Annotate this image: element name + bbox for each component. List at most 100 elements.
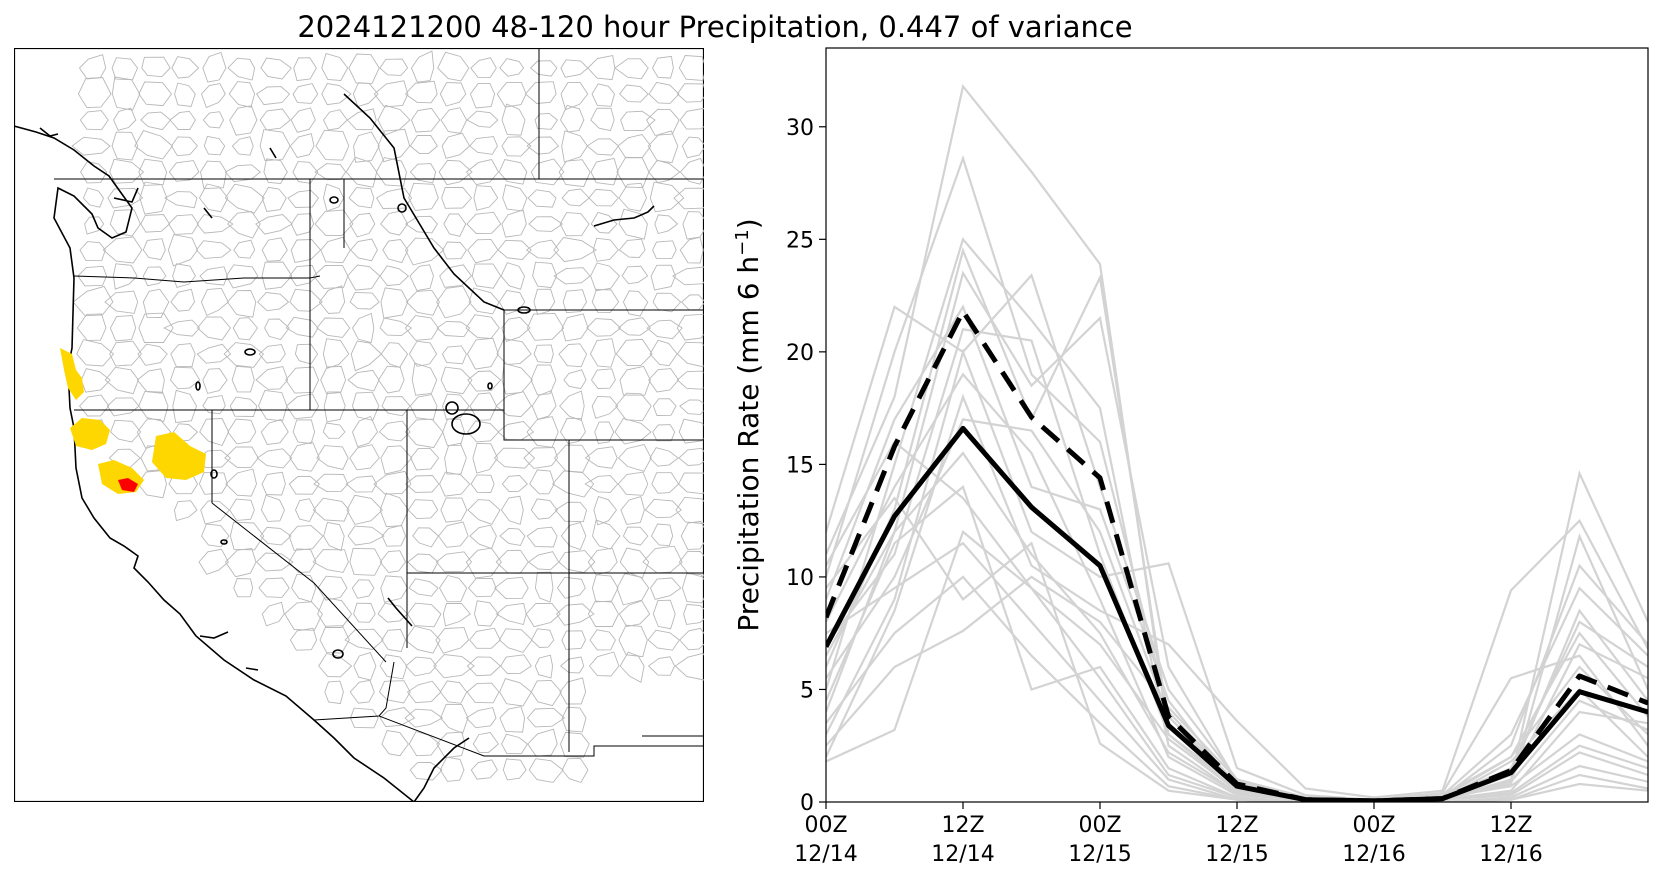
basin-outline bbox=[501, 209, 527, 238]
basin-outline bbox=[534, 112, 559, 130]
basin-outline bbox=[111, 57, 139, 81]
basin-outline bbox=[440, 497, 468, 523]
basin-outline bbox=[467, 577, 497, 598]
basin-outline bbox=[467, 238, 499, 264]
basin-outline bbox=[174, 500, 198, 522]
basin-outline bbox=[142, 288, 170, 318]
y-tick-label: 10 bbox=[786, 566, 814, 591]
basin-outline bbox=[198, 548, 229, 575]
basin-outline bbox=[469, 392, 498, 421]
basin-outline bbox=[348, 53, 380, 84]
basin-outline bbox=[406, 680, 442, 704]
x-tick-label-date: 12/15 bbox=[1205, 842, 1268, 867]
basin-outline bbox=[651, 55, 674, 79]
basin-outline bbox=[257, 389, 288, 422]
basin-outline bbox=[559, 417, 586, 445]
basin-outline bbox=[529, 469, 555, 495]
basin-outline bbox=[561, 188, 590, 207]
basin-outline bbox=[287, 189, 320, 208]
y-tick-label: 25 bbox=[786, 228, 814, 253]
basin-outline bbox=[377, 602, 409, 623]
basin-outline bbox=[382, 239, 409, 264]
basin-outline bbox=[679, 399, 709, 415]
basin-outline bbox=[560, 521, 587, 551]
dashed-mean-line bbox=[826, 308, 1648, 802]
basin-outline bbox=[321, 83, 352, 106]
basin-outline bbox=[465, 707, 497, 729]
basin-outline bbox=[380, 445, 413, 475]
basin-outline bbox=[439, 264, 472, 288]
basin-outline bbox=[352, 82, 379, 107]
basin-outline bbox=[347, 264, 381, 291]
basin-outline bbox=[379, 707, 416, 728]
basin-outline bbox=[261, 601, 285, 627]
basin-outline bbox=[408, 340, 438, 367]
basin-outline bbox=[470, 759, 498, 780]
highlighted-basins bbox=[60, 348, 206, 494]
basin-outline bbox=[493, 447, 536, 469]
basin-outline bbox=[676, 341, 710, 368]
basin-outline bbox=[495, 602, 527, 626]
basin-outline bbox=[76, 313, 107, 341]
basin-outline bbox=[136, 368, 165, 394]
basin-outline bbox=[532, 261, 558, 289]
basin-outline bbox=[170, 288, 195, 312]
basin-outline bbox=[200, 160, 227, 190]
basin-outline bbox=[107, 187, 144, 209]
basin-outline bbox=[473, 185, 499, 211]
basin-outline bbox=[259, 526, 292, 546]
basin-outline bbox=[587, 547, 618, 576]
basin-outline bbox=[407, 499, 439, 520]
basin-outline bbox=[260, 494, 285, 522]
basin-outline bbox=[589, 338, 616, 368]
basin-outline bbox=[499, 58, 525, 77]
y-axis-label: Precipitation Rate (mm 6 h−1) bbox=[732, 218, 765, 631]
basin-outline bbox=[260, 418, 289, 445]
basin-outline bbox=[593, 496, 618, 526]
plot-frame bbox=[825, 47, 1649, 803]
basin-outline bbox=[501, 733, 528, 755]
basin-outline bbox=[172, 389, 197, 423]
basin-outline bbox=[592, 237, 619, 262]
basin-outline bbox=[285, 366, 320, 394]
basin-outline bbox=[619, 365, 651, 396]
basin-outline bbox=[618, 208, 648, 240]
ensemble-member-line bbox=[826, 440, 1648, 802]
basin-outline bbox=[290, 107, 316, 133]
x-tick-label-date: 12/16 bbox=[1342, 842, 1405, 867]
basin-outline bbox=[534, 571, 554, 603]
basin-outline bbox=[381, 729, 409, 757]
basin-outline bbox=[353, 652, 377, 681]
coastline bbox=[13, 93, 655, 803]
basin-outline bbox=[111, 131, 139, 161]
basin-outline bbox=[435, 627, 470, 654]
basin-outline bbox=[224, 446, 259, 468]
basin-outline bbox=[260, 57, 292, 80]
basin-outline bbox=[649, 181, 685, 213]
basin-outline bbox=[347, 525, 385, 546]
basin-outline bbox=[587, 54, 616, 81]
basin-outline bbox=[590, 368, 616, 389]
basin-outline bbox=[375, 187, 413, 209]
basin-outline bbox=[404, 625, 441, 654]
basin-outline bbox=[353, 602, 376, 623]
basin-outline bbox=[466, 110, 499, 128]
basin-outline bbox=[438, 521, 469, 548]
basin-outline bbox=[561, 313, 589, 342]
basin-outline bbox=[617, 471, 649, 496]
basin-outline bbox=[495, 391, 532, 418]
basin-outline bbox=[324, 680, 344, 705]
basin-outline bbox=[111, 76, 141, 111]
basin-outline bbox=[590, 211, 618, 234]
basin-outline bbox=[409, 762, 443, 781]
basin-outline bbox=[323, 391, 346, 423]
basin-outline bbox=[651, 472, 680, 494]
basin-outline bbox=[618, 600, 651, 628]
basin-map-svg bbox=[13, 47, 716, 803]
basin-outline bbox=[469, 83, 496, 109]
y-axis-label-main: Precipitation Rate (mm 6 h bbox=[732, 256, 765, 632]
basin-outline bbox=[649, 447, 679, 467]
basin-outline bbox=[323, 521, 345, 552]
basin-outline bbox=[650, 264, 676, 291]
basin-outline bbox=[441, 345, 467, 365]
